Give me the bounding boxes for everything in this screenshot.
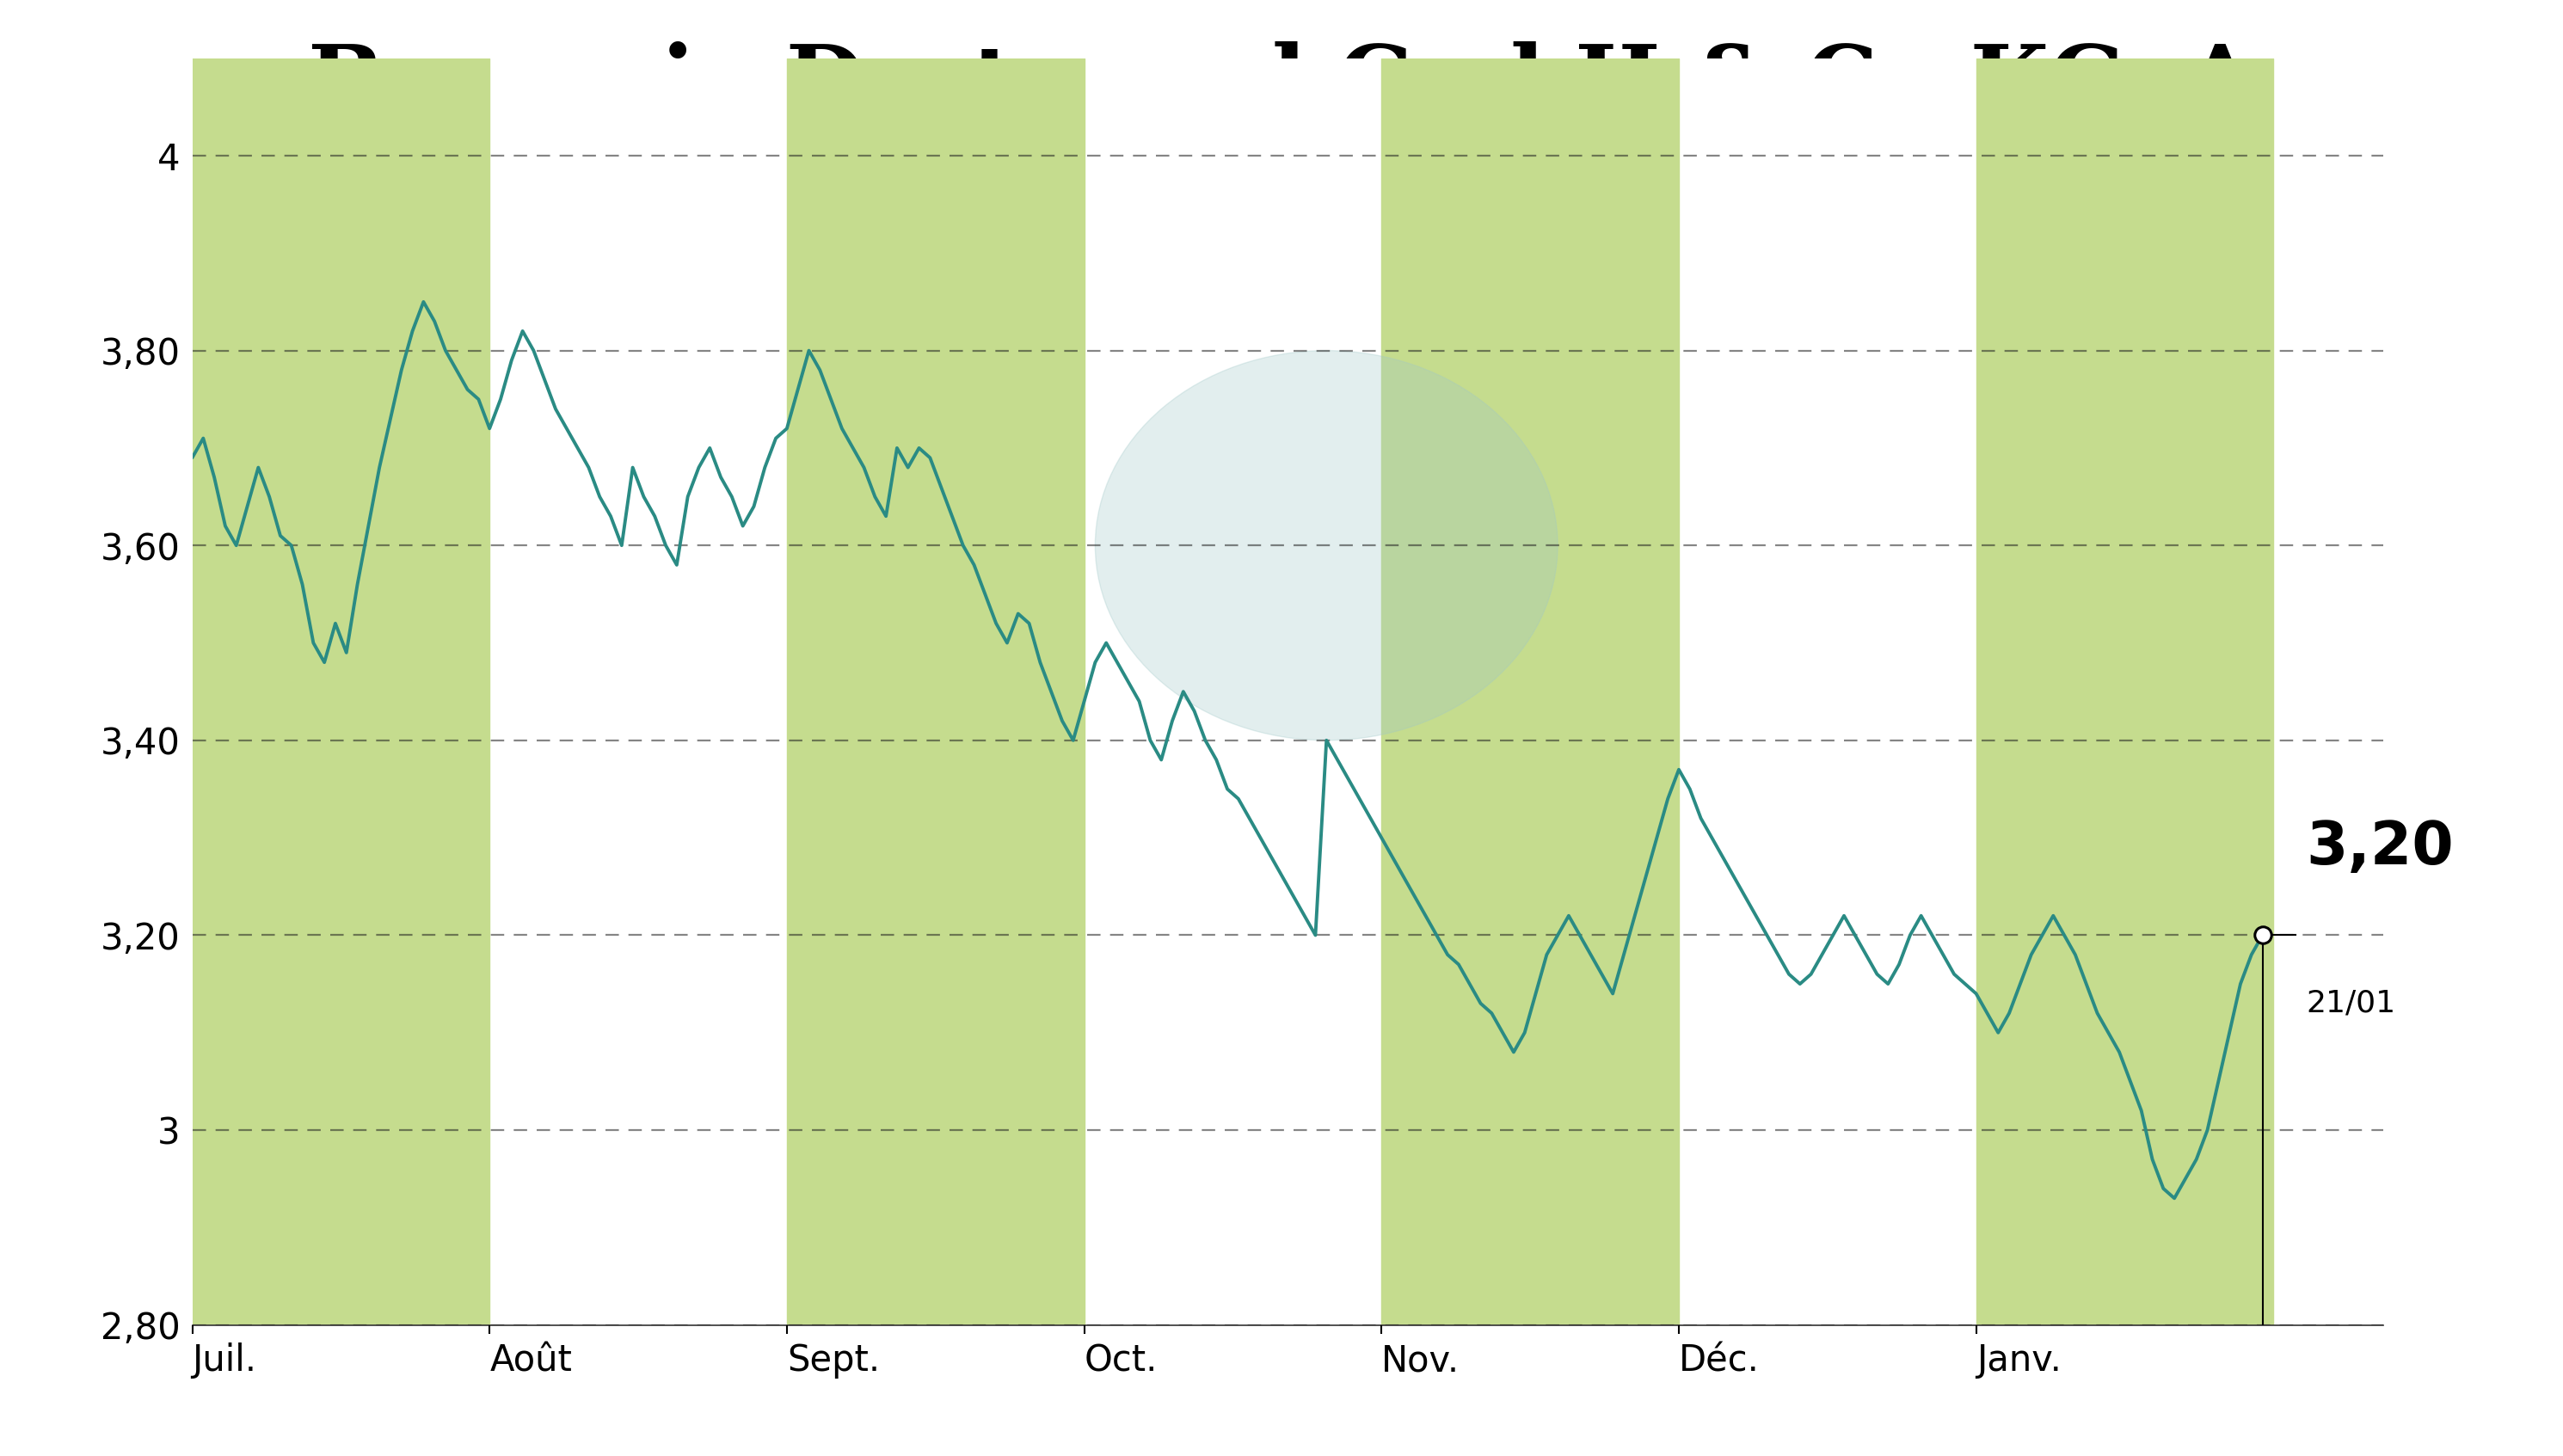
Bar [787,58,1084,1325]
Text: Borussia Dortmund GmbH & Co KGaA: Borussia Dortmund GmbH & Co KGaA [308,42,2255,130]
Text: 21/01: 21/01 [2307,989,2396,1018]
Bar [1976,58,2273,1325]
Bar [192,58,490,1325]
Bar [1381,58,1679,1325]
Ellipse shape [1094,351,1558,740]
Text: 3,20: 3,20 [2307,818,2455,877]
